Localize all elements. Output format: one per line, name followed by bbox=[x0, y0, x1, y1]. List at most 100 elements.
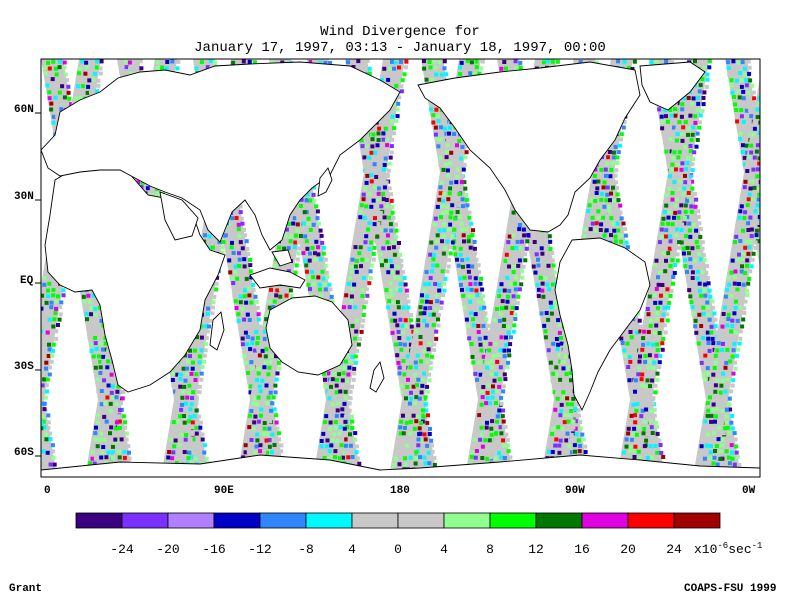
swath-pixel bbox=[15, 295, 19, 299]
swath-pixel bbox=[3, 186, 7, 190]
swath-pixel bbox=[2, 276, 6, 280]
swath-pixel bbox=[20, 258, 24, 262]
swath-pixel bbox=[0, 127, 2, 131]
swath-pixel bbox=[32, 420, 36, 424]
swath-pixel bbox=[0, 91, 2, 95]
swath-pixel bbox=[9, 120, 13, 124]
swath-pixel bbox=[14, 265, 18, 269]
swath-pixel bbox=[29, 409, 33, 413]
swath-pixel bbox=[17, 72, 21, 76]
swath-pixel bbox=[0, 186, 1, 190]
swath-pixel bbox=[54, 67, 58, 71]
swath-pixel bbox=[0, 144, 4, 148]
swath-pixel bbox=[6, 162, 10, 166]
swath-pixel bbox=[25, 379, 29, 383]
swath-pixel bbox=[16, 300, 20, 304]
swath-pixel bbox=[42, 60, 46, 64]
swath-pixel bbox=[63, 95, 67, 99]
swath-pixel bbox=[8, 216, 12, 220]
swath-pixel bbox=[0, 96, 1, 100]
swath-pixel bbox=[47, 420, 51, 424]
swath-pixel bbox=[34, 462, 38, 466]
swath-pixel bbox=[6, 205, 10, 209]
swath-pixel bbox=[20, 384, 24, 388]
swath-pixel bbox=[21, 355, 25, 359]
swath-pixel bbox=[47, 426, 51, 430]
swath-pixel bbox=[0, 109, 1, 113]
swath-pixel bbox=[1, 85, 5, 89]
swath-pixel bbox=[6, 270, 10, 274]
swath-pixel bbox=[7, 276, 11, 280]
swath-pixel bbox=[14, 120, 18, 124]
swath-pixel bbox=[14, 59, 18, 63]
swath-pixel bbox=[55, 85, 59, 89]
swath-pixel bbox=[11, 331, 15, 335]
swath-pixel bbox=[52, 90, 56, 94]
swath-pixel bbox=[27, 329, 31, 333]
swath-pixel bbox=[45, 79, 49, 83]
swath-pixel bbox=[51, 77, 55, 81]
swath-pixel bbox=[17, 336, 21, 340]
swath-pixel bbox=[48, 96, 52, 100]
swath-pixel bbox=[4, 169, 8, 173]
swath-pixel bbox=[20, 348, 24, 352]
swath-pixel bbox=[7, 283, 11, 287]
swath-pixel bbox=[44, 437, 48, 441]
swath-pixel bbox=[19, 377, 23, 381]
swath-pixel bbox=[9, 84, 13, 88]
swath-base bbox=[0, 59, 25, 477]
swath-pixel bbox=[5, 239, 9, 243]
swath-pixel bbox=[24, 318, 28, 322]
swath-pixel bbox=[0, 217, 2, 221]
swath-pixel bbox=[4, 156, 8, 160]
swath-pixel bbox=[4, 115, 8, 119]
swath-pixel bbox=[16, 324, 20, 328]
swath-pixel bbox=[12, 127, 16, 131]
swath-pixel bbox=[44, 461, 48, 465]
swath-pixel bbox=[5, 259, 9, 263]
swath-pixel bbox=[65, 103, 69, 107]
swath-pixel bbox=[9, 90, 13, 94]
swath-pixel bbox=[53, 463, 57, 467]
swath-pixel bbox=[30, 318, 34, 322]
swath-pixel bbox=[66, 85, 70, 89]
swath-pixel bbox=[9, 197, 13, 201]
swath-pixel bbox=[13, 336, 17, 340]
swath-pixel bbox=[7, 179, 11, 183]
swath-pixel bbox=[23, 312, 27, 316]
swath-pixel bbox=[28, 402, 32, 406]
swath-pixel bbox=[0, 193, 2, 197]
swath-pixel bbox=[11, 133, 15, 137]
swath-pixel bbox=[24, 342, 28, 346]
swath-pixel bbox=[0, 185, 2, 189]
swath-pixel bbox=[36, 414, 40, 418]
swath-pixel bbox=[7, 312, 11, 316]
swath-pixel bbox=[11, 270, 15, 274]
swath-pixel bbox=[2, 161, 6, 165]
swath-pixel bbox=[30, 413, 34, 417]
swath-pixel bbox=[0, 101, 1, 105]
swath-pixel bbox=[32, 330, 36, 334]
swath-pixel bbox=[60, 79, 64, 83]
swath-pixel bbox=[18, 253, 22, 257]
swath-pixel bbox=[0, 199, 4, 203]
swath-pixel bbox=[21, 300, 25, 304]
swath-pixel bbox=[36, 444, 40, 448]
swath-pixel bbox=[18, 313, 22, 317]
swath-pixel bbox=[11, 73, 15, 77]
swath-pixel bbox=[14, 222, 18, 226]
swath-pixel bbox=[26, 421, 30, 425]
swath-pixel bbox=[24, 295, 28, 299]
swath-pixel bbox=[7, 77, 11, 81]
swath-pixel bbox=[5, 60, 9, 64]
swath-pixel bbox=[3, 155, 7, 159]
swath-pixel bbox=[2, 107, 6, 111]
swath-pixel bbox=[1, 263, 5, 267]
swath-pixel bbox=[0, 233, 4, 237]
swath-pixel bbox=[0, 246, 2, 250]
swath-pixel bbox=[51, 85, 55, 89]
swath-pixel bbox=[48, 72, 52, 76]
swath-pixel bbox=[6, 300, 10, 304]
swath-pixel bbox=[24, 348, 28, 352]
swath-pixel bbox=[33, 347, 37, 351]
